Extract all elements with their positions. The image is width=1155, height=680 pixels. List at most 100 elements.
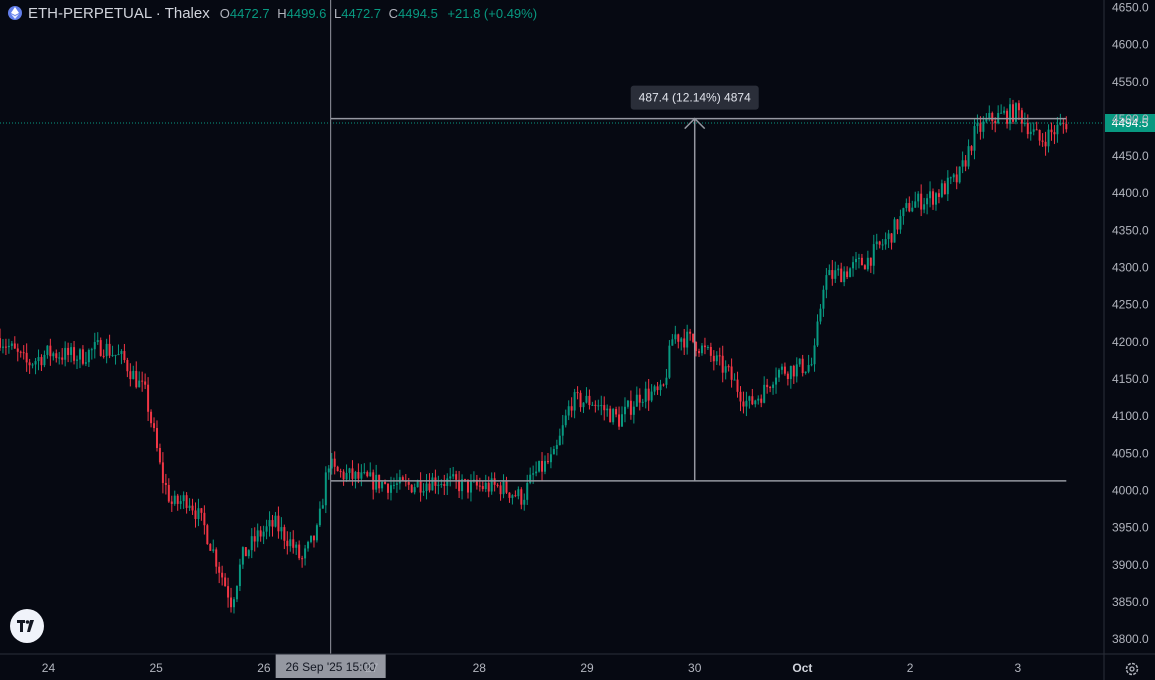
candle (709, 346, 712, 356)
candle (674, 334, 677, 340)
candle (215, 549, 218, 567)
close-value: 4494.5 (398, 5, 438, 21)
candle (230, 597, 233, 608)
candle (943, 183, 946, 195)
low-key: L (334, 5, 342, 21)
candle (976, 123, 979, 127)
candle (786, 373, 789, 379)
gear-icon[interactable] (1122, 659, 1142, 679)
candle (25, 352, 28, 363)
symbol-title[interactable]: ETH-PERPETUAL · Thalex (28, 4, 210, 22)
y-tick-label: 4350.0 (1112, 223, 1149, 237)
candle (22, 352, 25, 354)
candle (677, 334, 680, 342)
candle (327, 468, 330, 473)
candle (973, 126, 976, 151)
candle (546, 461, 549, 463)
candle (283, 527, 286, 541)
candle (511, 495, 514, 498)
candle (884, 239, 887, 245)
candle (597, 405, 600, 407)
candle (946, 177, 949, 195)
candle (745, 400, 748, 407)
candle (46, 345, 49, 355)
candle (594, 404, 597, 406)
crosshair-time-label: 26 Sep '25 15:00 (285, 660, 376, 674)
candle (727, 366, 730, 368)
candle (81, 349, 84, 364)
candle (600, 405, 603, 407)
candle (686, 331, 689, 348)
candle (872, 244, 875, 266)
candle (564, 415, 567, 426)
candle (763, 384, 766, 403)
candle (606, 408, 609, 411)
candle (428, 483, 431, 491)
open-value: 4472.7 (229, 5, 270, 21)
candle (167, 484, 170, 502)
candle (739, 391, 742, 402)
candle (715, 355, 718, 362)
candle (182, 495, 185, 502)
candle (505, 480, 508, 493)
candle (487, 482, 490, 492)
candle (76, 359, 79, 361)
candle (292, 539, 295, 548)
y-axis: 4650.0 4600.0 4550.0 4500.0 4450.0 4400.0 4350… (1112, 0, 1149, 646)
candle (111, 355, 114, 357)
candle (810, 364, 813, 366)
candle (280, 527, 283, 532)
candle (78, 349, 81, 360)
candle (366, 472, 369, 477)
tradingview-logo-icon[interactable] (10, 609, 44, 643)
candle (1006, 110, 1009, 124)
candle (712, 355, 715, 362)
candle (464, 479, 467, 481)
candle (150, 411, 153, 424)
candle (591, 404, 594, 406)
candle (683, 338, 686, 348)
candle (1038, 129, 1041, 141)
y-tick-label: 3900.0 (1112, 558, 1149, 572)
candle (538, 460, 541, 472)
candle (1014, 103, 1017, 122)
candle (985, 119, 988, 122)
candle (893, 219, 896, 243)
candle (692, 333, 695, 342)
candle (96, 340, 99, 343)
candle (855, 258, 858, 263)
candle (330, 458, 333, 469)
candle (671, 339, 674, 346)
candle (357, 471, 360, 479)
candle (703, 345, 706, 348)
candle (455, 474, 458, 480)
candle (449, 476, 452, 479)
candle (271, 520, 274, 527)
candle (179, 501, 182, 504)
candle (481, 486, 484, 490)
candle (34, 361, 37, 365)
x-tick-label: 25 (149, 661, 163, 675)
candle (16, 348, 19, 352)
candle (431, 477, 434, 491)
candle (375, 474, 378, 490)
candle (742, 401, 745, 407)
candle (461, 479, 464, 492)
candle (721, 355, 724, 373)
candle (209, 544, 212, 551)
candle (1053, 132, 1056, 135)
candle (1029, 131, 1032, 135)
candle (991, 113, 994, 121)
candle (336, 466, 339, 472)
candle (896, 219, 899, 230)
symbol-header: ETH-PERPETUAL · Thalex O4472.7 H4499.6 L… (8, 3, 537, 23)
candle (789, 365, 792, 379)
candle (635, 394, 638, 407)
candle (549, 454, 552, 463)
candle (653, 386, 656, 392)
candle (304, 548, 307, 559)
candle (247, 550, 250, 557)
y-tick-label: 4100.0 (1112, 409, 1149, 423)
candle (123, 351, 126, 361)
